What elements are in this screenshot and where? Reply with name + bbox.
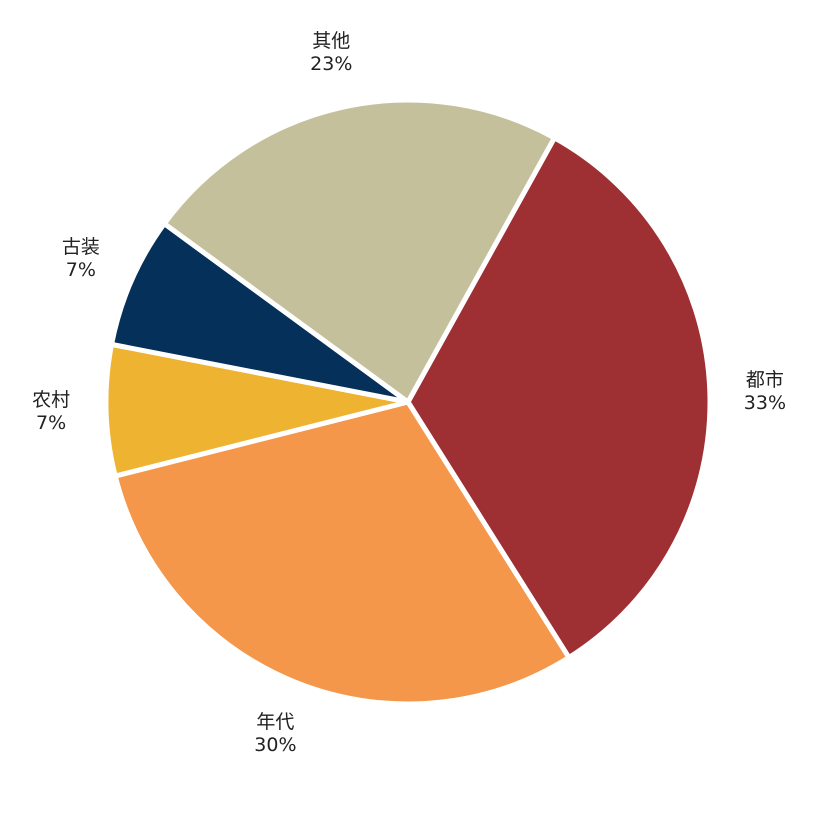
slice-label-2: 农村 7% (32, 389, 70, 435)
pie-slice-3 (109, 221, 411, 405)
pie-slice-2 (103, 341, 411, 479)
slice-label-0: 都市 33% (744, 369, 786, 415)
slice-percent: 7% (65, 259, 96, 282)
slice-percent: 23% (310, 53, 353, 76)
slice-label-3: 古装 7% (62, 236, 100, 282)
slice-label-4: 其他 23% (310, 30, 352, 76)
slice-name: 其他 (312, 30, 351, 53)
slice-name: 都市 (745, 369, 784, 391)
slice-percent: 30% (254, 733, 297, 756)
slice-name: 古装 (61, 236, 100, 259)
slice-percent: 7% (36, 412, 67, 434)
slice-name: 年代 (256, 710, 295, 733)
pie-slice-1 (112, 399, 572, 707)
slice-label-1: 年代 30% (254, 711, 296, 757)
pie-slice-4 (161, 97, 557, 405)
slice-percent: 33% (743, 392, 787, 414)
slice-name: 农村 (32, 389, 71, 411)
